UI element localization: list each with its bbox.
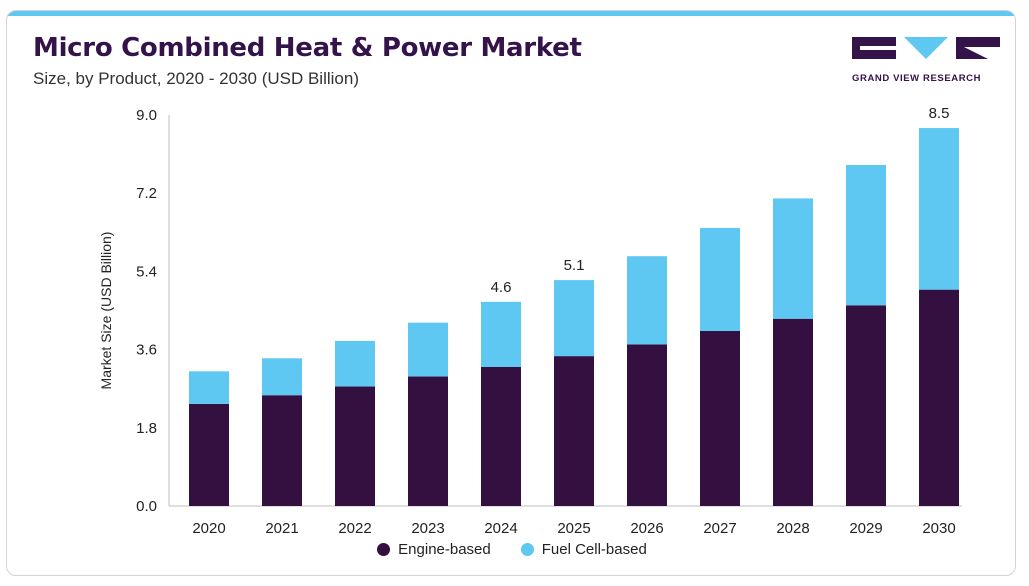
y-axis-label: Market Size (USD Billion)	[98, 232, 114, 390]
bar-segment-engine	[262, 395, 302, 506]
legend-label-fuel-cell: Fuel Cell-based	[541, 541, 647, 558]
bar-segment-fuel-cell	[262, 358, 302, 396]
y-tick-label: 7.2	[136, 185, 157, 202]
bar-segment-fuel-cell	[408, 322, 448, 377]
bar-segment-fuel-cell	[481, 301, 521, 367]
x-tick-label: 2022	[338, 520, 371, 537]
y-tick-label: 5.4	[136, 263, 157, 280]
legend-item-fuel-cell: Fuel Cell-based	[520, 541, 647, 558]
grand-view-research-logo: GRAND VIEW RESEARCH	[852, 37, 1002, 97]
legend: Engine-based Fuel Cell-based	[7, 541, 1015, 558]
legend-label-engine: Engine-based	[398, 541, 491, 558]
bar-segment-fuel-cell	[189, 371, 229, 404]
legend-swatch-fuel-cell	[520, 543, 534, 556]
x-tick-label: 2025	[557, 520, 590, 537]
x-tick-label: 2020	[192, 520, 225, 537]
x-tick-label: 2027	[703, 520, 736, 537]
bar-segment-engine	[481, 366, 521, 506]
bar-segment-engine	[189, 403, 229, 506]
bar-segment-engine	[627, 344, 667, 506]
x-tick-label: 2028	[776, 520, 809, 537]
legend-swatch-engine	[377, 543, 391, 556]
data-label: 8.5	[929, 105, 950, 122]
x-tick-label: 2021	[265, 520, 298, 537]
bar-segment-engine	[700, 330, 740, 506]
bar-segment-fuel-cell	[846, 164, 886, 306]
x-tick-label: 2024	[484, 520, 517, 537]
bar-segment-fuel-cell	[919, 128, 959, 290]
y-tick-label: 9.0	[136, 107, 157, 124]
y-tick-label: 3.6	[136, 342, 157, 359]
y-tick-label: 0.0	[136, 498, 157, 515]
bar-segment-engine	[335, 386, 375, 506]
accent-bar	[7, 11, 1015, 16]
x-tick-label: 2029	[849, 520, 882, 537]
bar-segment-fuel-cell	[773, 198, 813, 319]
stacked-bar-chart: 0.0 1.8 3.6 5.4 7.2 9.0 Market Size (USD Billi…	[98, 105, 962, 537]
bar-segment-engine	[846, 305, 886, 506]
y-tick-label: 1.8	[136, 420, 157, 437]
bar-segment-engine	[773, 318, 813, 506]
logo-mark-icon	[852, 37, 1000, 59]
bar-segment-engine	[408, 376, 448, 506]
bar-segment-fuel-cell	[700, 227, 740, 331]
x-tick-label: 2026	[630, 520, 663, 537]
bar-segment-fuel-cell	[627, 256, 667, 345]
logo-text: GRAND VIEW RESEARCH	[852, 73, 982, 84]
chart-subtitle: Size, by Product, 2020 - 2030 (USD Billi…	[33, 69, 359, 88]
chart-card: Micro Combined Heat & Power Market Size,…	[6, 10, 1016, 576]
legend-item-engine: Engine-based	[377, 541, 491, 558]
bar-segment-engine	[919, 289, 959, 506]
data-label: 5.1	[564, 257, 585, 274]
bar-segment-engine	[554, 356, 594, 506]
x-tick-label: 2030	[922, 520, 955, 537]
bar-segment-fuel-cell	[554, 280, 594, 357]
chart-title: Micro Combined Heat & Power Market	[33, 33, 582, 63]
x-tick-label: 2023	[411, 520, 444, 537]
bar-segment-fuel-cell	[335, 340, 375, 387]
data-label: 4.6	[491, 279, 512, 296]
